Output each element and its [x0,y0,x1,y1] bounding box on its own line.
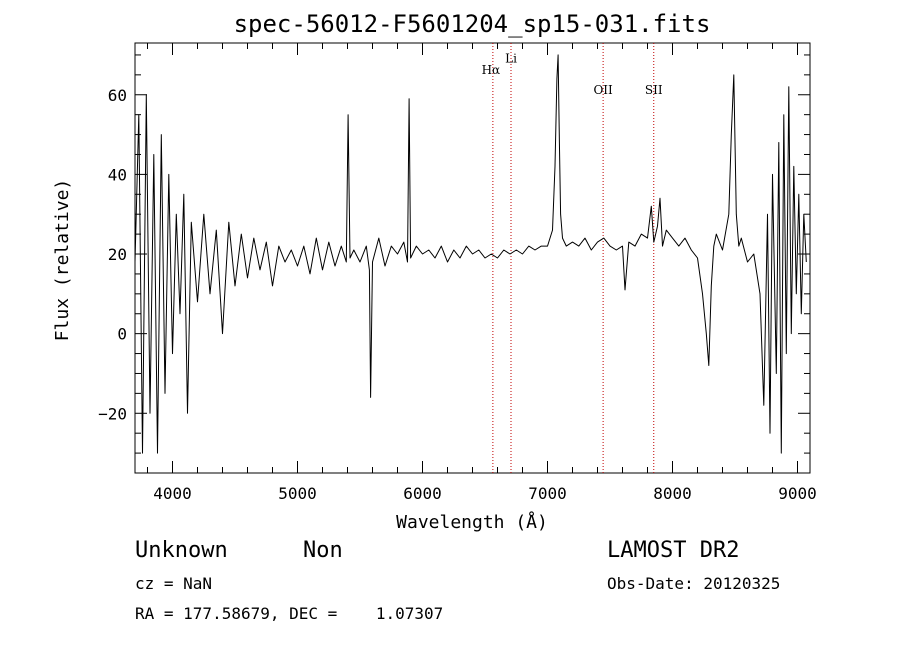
y-tick-label: 0 [117,325,127,344]
obs-date-label: Obs-Date: 20120325 [607,574,781,593]
x-axis-label: Wavelength (Å) [396,511,548,533]
object-class-label: Unknown [135,538,228,563]
x-tick-label: 7000 [528,484,567,503]
y-tick-label: −20 [98,404,127,423]
line-marker-label: Li [505,51,517,65]
line-marker-label: OII [593,83,613,97]
redshift-label: cz = NaN [135,574,213,593]
x-tick-label: 4000 [153,484,192,503]
y-tick-label: 60 [108,86,127,105]
spectrum-line [134,54,807,454]
survey-label: LAMOST DR2 [607,538,740,563]
coordinates-label: RA = 177.58679, DEC = 1.07307 [135,604,444,623]
x-tick-label: 8000 [653,484,692,503]
chart-title: spec-56012-F5601204_sp15-031.fits [234,10,711,38]
x-tick-label: 5000 [278,484,317,503]
plot-area: 4000 5000 6000 7000 8000 9000 −20 0 20 40 60 Hα Li OI… [98,42,817,503]
object-subclass-label: Non [303,538,343,563]
y-tick-label: 20 [108,245,127,264]
x-tick-label: 9000 [778,484,817,503]
plot-frame [134,42,811,474]
x-tick-label: 6000 [403,484,442,503]
line-marker-label: Hα [482,63,501,77]
y-tick-label: 40 [108,165,127,184]
line-marker-label: SII [645,83,663,97]
y-axis-label: Flux (relative) [52,179,73,342]
